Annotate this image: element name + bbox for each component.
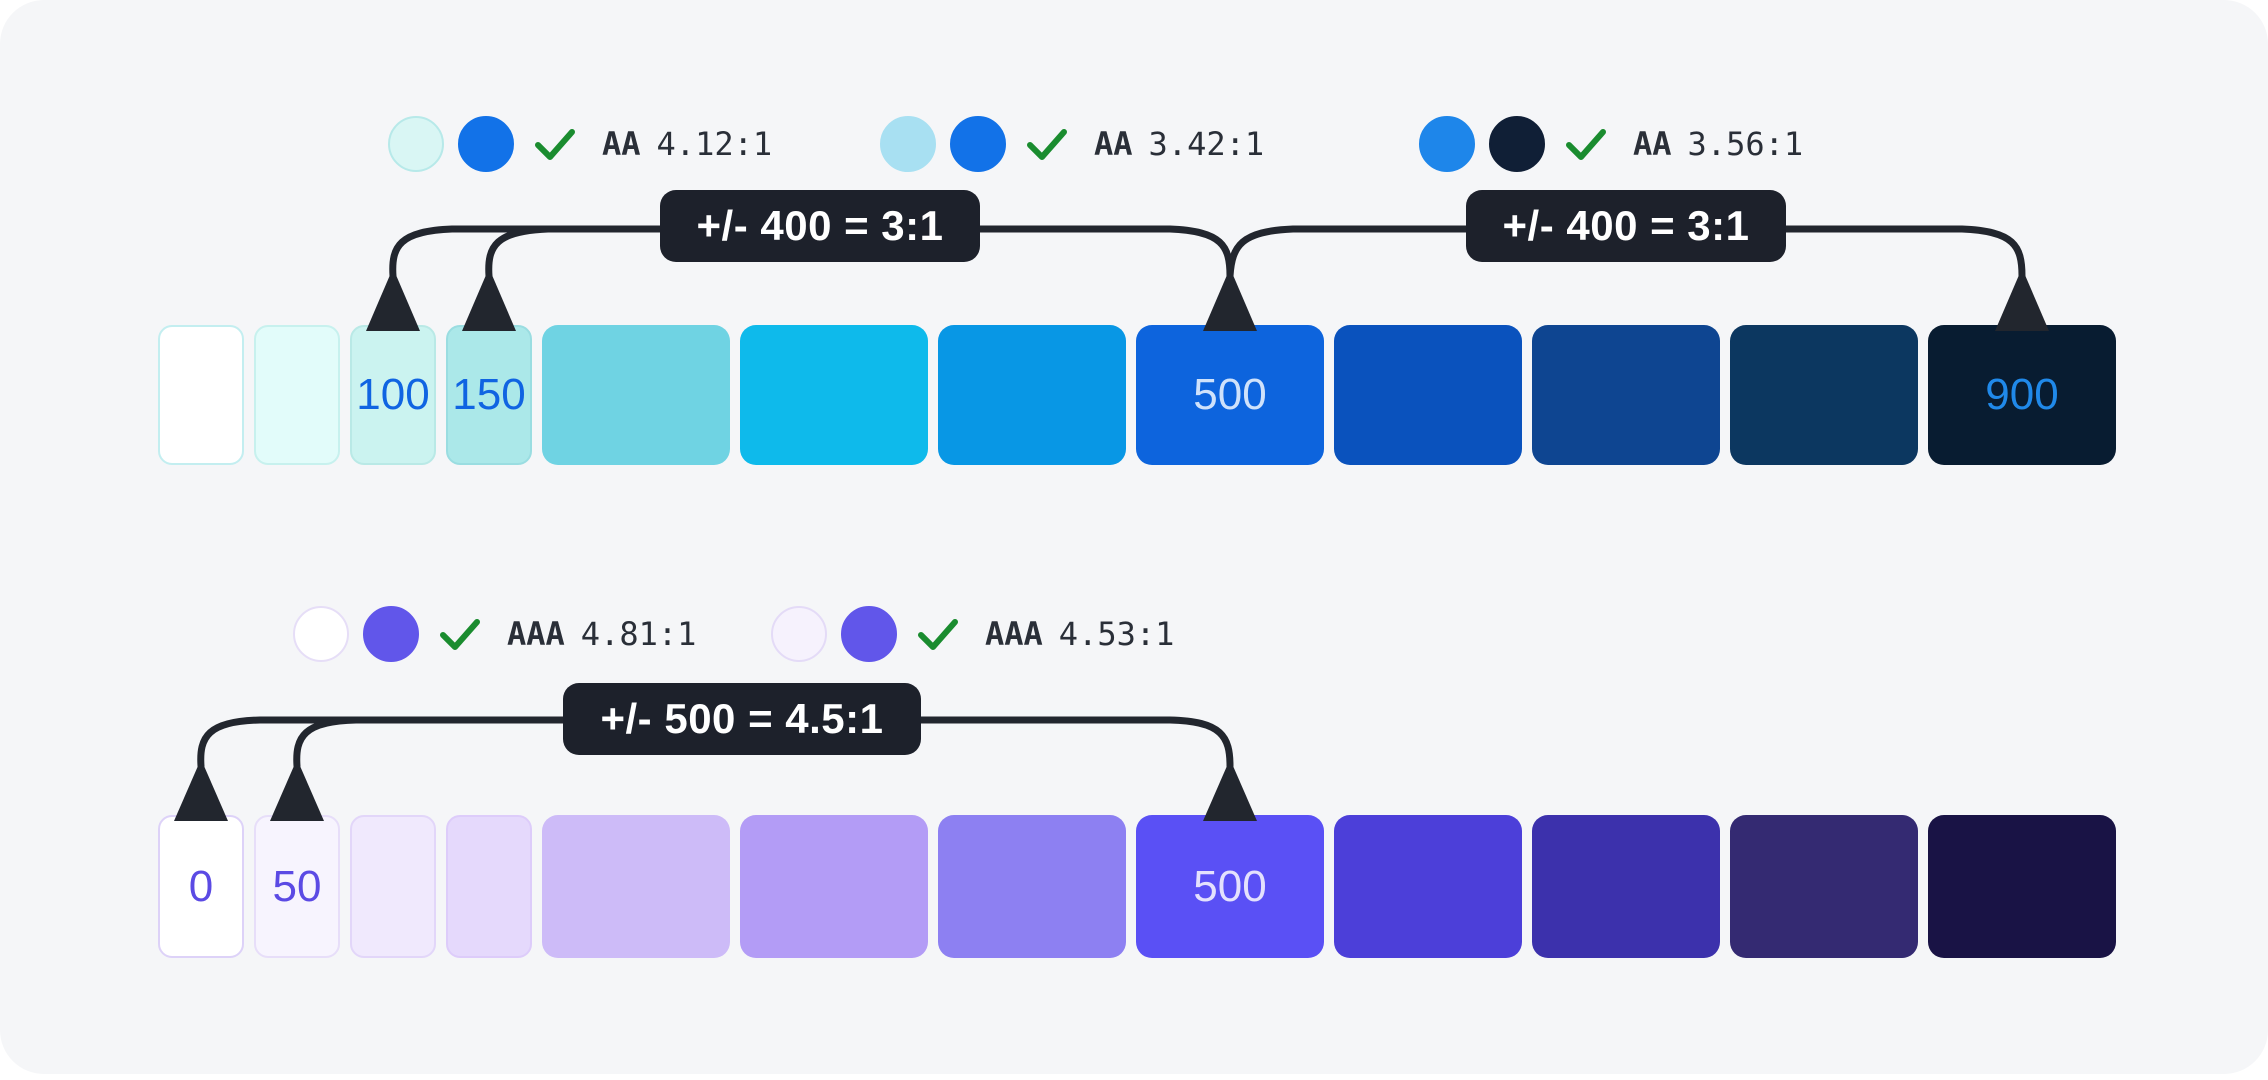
swatch-step-label: 900 — [1985, 370, 2059, 419]
bracket-blue-left-branch — [485, 225, 552, 280]
swatch — [254, 325, 340, 465]
check-icon — [918, 619, 958, 650]
swatch — [1730, 815, 1918, 958]
blue-scale-row: 100 150 500 900 — [158, 325, 2116, 465]
swatch — [740, 815, 928, 958]
swatch — [446, 815, 532, 958]
swatch — [158, 325, 244, 465]
color-dot-foreground — [771, 606, 827, 662]
arrowhead-purple-500 — [1203, 759, 1257, 821]
callout-rule-400-left: +/- 400 = 3:1 — [660, 190, 980, 262]
check-icon — [535, 129, 575, 160]
callout-rule-500: +/- 500 = 4.5:1 — [563, 683, 921, 755]
contrast-annotation: AA 3.56:1 — [1419, 116, 1803, 172]
contrast-annotation: AA 3.42:1 — [880, 116, 1264, 172]
arrowhead-900 — [1995, 268, 2049, 331]
arrowhead-0 — [174, 759, 228, 821]
color-dot-foreground — [293, 606, 349, 662]
swatch — [1334, 325, 1522, 465]
wcag-level-label: AA — [602, 125, 641, 163]
check-icon — [1566, 129, 1606, 160]
swatch-step-label: 100 — [356, 370, 430, 419]
color-dot-background — [1489, 116, 1545, 172]
purple-scale-row: 0 50 500 — [158, 815, 2116, 958]
swatch — [1532, 815, 1720, 958]
swatch-blue-scale-900: 900 — [1928, 325, 2116, 465]
bracket-purple-branch — [293, 716, 360, 770]
wcag-level-label: AAA — [985, 615, 1043, 653]
swatch-step-label: 50 — [272, 861, 322, 911]
contrast-ratio-value: 3.56:1 — [1687, 125, 1804, 163]
wcag-level-label: AA — [1633, 125, 1672, 163]
swatch — [938, 325, 1126, 465]
callout-rule-400-right: +/- 400 = 3:1 — [1466, 190, 1786, 262]
swatch — [542, 325, 730, 465]
wcag-level-label: AAA — [507, 615, 565, 653]
swatch — [740, 325, 928, 465]
swatch — [1928, 815, 2116, 958]
check-icon — [440, 619, 480, 650]
swatch — [1730, 325, 1918, 465]
swatch-blue-scale-100: 100 — [350, 325, 436, 465]
swatch-purple-scale-0: 0 — [158, 815, 244, 958]
color-dot-foreground — [1419, 116, 1475, 172]
arrowhead-50 — [270, 759, 324, 821]
swatch — [542, 815, 730, 958]
contrast-annotation: AA 4.12:1 — [388, 116, 772, 172]
swatch-purple-scale-50: 50 — [254, 815, 340, 958]
arrowhead-150 — [462, 268, 516, 331]
swatch-purple-scale-500: 500 — [1136, 815, 1324, 958]
swatch-blue-scale-500: 500 — [1136, 325, 1324, 465]
arrowhead-100 — [366, 268, 420, 331]
color-dot-foreground — [880, 116, 936, 172]
contrast-ratio-value: 4.53:1 — [1058, 615, 1175, 653]
swatch-step-label: 150 — [452, 370, 526, 419]
swatch-step-label: 0 — [188, 861, 214, 911]
contrast-annotation: AAA 4.53:1 — [771, 606, 1174, 662]
arrowhead-blue-500 — [1203, 268, 1257, 331]
contrast-ratio-value: 4.81:1 — [580, 615, 697, 653]
color-dot-background — [458, 116, 514, 172]
swatch-step-label: 500 — [1193, 861, 1267, 911]
check-icon — [1027, 129, 1067, 160]
color-dot-background — [950, 116, 1006, 172]
contrast-ratio-value: 3.42:1 — [1148, 125, 1265, 163]
swatch — [350, 815, 436, 958]
contrast-ratio-value: 4.12:1 — [656, 125, 773, 163]
swatch — [1334, 815, 1522, 958]
wcag-level-label: AA — [1094, 125, 1133, 163]
swatch — [938, 815, 1126, 958]
color-dot-background — [363, 606, 419, 662]
color-dot-background — [841, 606, 897, 662]
color-dot-foreground — [388, 116, 444, 172]
contrast-annotation: AAA 4.81:1 — [293, 606, 696, 662]
swatch-step-label: 500 — [1193, 370, 1267, 419]
swatch — [1532, 325, 1720, 465]
